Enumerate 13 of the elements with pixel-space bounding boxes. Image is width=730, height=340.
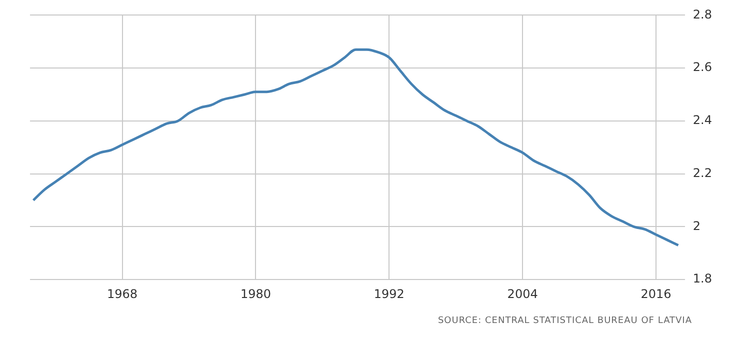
x-tick-label: 1968 xyxy=(107,286,138,301)
x-tick-label: 2004 xyxy=(507,286,538,301)
y-tick-label: 2.8 xyxy=(692,7,712,22)
x-tick-label: 1980 xyxy=(240,286,271,301)
source-note: SOURCE: CENTRAL STATISTICAL BUREAU OF LATVIA xyxy=(438,316,692,326)
line-series xyxy=(32,48,680,246)
x-tick-label: 2016 xyxy=(640,286,672,301)
y-tick-label: 2.4 xyxy=(692,113,712,128)
y-tick-label: 2 xyxy=(692,218,701,233)
x-tick-label: 1992 xyxy=(374,286,404,301)
y-tick-label: 1.8 xyxy=(692,272,712,286)
y-tick-label: 2.2 xyxy=(692,166,712,180)
y-tick-label: 2.6 xyxy=(692,60,712,74)
